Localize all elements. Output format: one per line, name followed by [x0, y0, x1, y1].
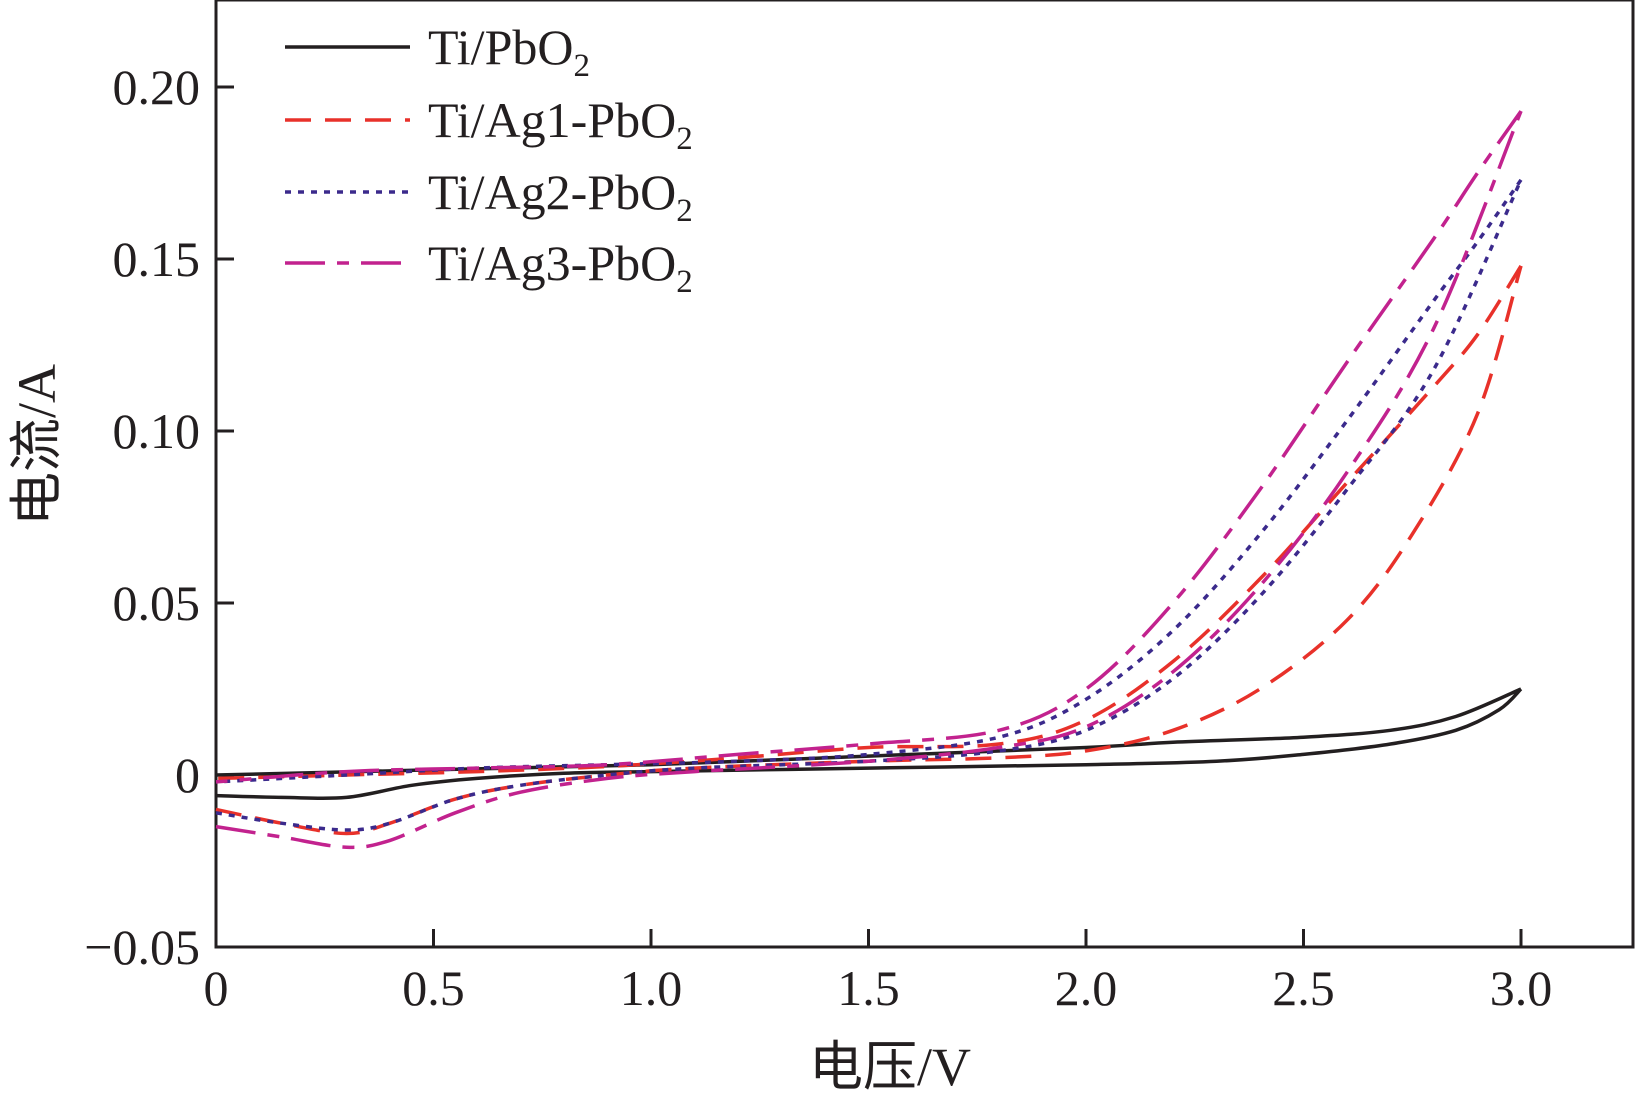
- x-tick-label: 1.5: [837, 960, 900, 1016]
- series-layer: [215, 110, 1523, 850]
- series-3-reverse-line: [215, 178, 1523, 784]
- y-tick-label: 0.20: [113, 59, 201, 115]
- x-tick-label: 0: [204, 960, 229, 1016]
- series-4-forward-line: [215, 110, 1523, 850]
- legend-label-2: Ti/Ag1-PbO2: [428, 92, 693, 157]
- legend-subscript: 2: [573, 48, 590, 84]
- x-tick-label: 3.0: [1490, 960, 1553, 1016]
- x-axis-label: 电压/V: [809, 1037, 971, 1097]
- x-axis-ticks: 0 0.5 1.0 1.5 2.0 2.5 3.0: [204, 929, 1553, 1016]
- legend-subscript: 2: [676, 121, 693, 157]
- y-axis-label: 电流/A: [7, 364, 67, 526]
- y-tick-label: 0.10: [113, 403, 201, 459]
- x-tick-label: 2.5: [1272, 960, 1335, 1016]
- legend-label-3: Ti/Ag2-PbO2: [428, 164, 693, 229]
- y-axis-ticks: −0.05 0 0.05 0.10 0.15 0.20: [84, 59, 234, 975]
- series-1-forward-line: [215, 687, 1523, 801]
- y-tick-label: 0.05: [113, 575, 201, 631]
- y-tick-label: 0.15: [113, 231, 201, 287]
- series-1-reverse-line: [215, 687, 1522, 777]
- x-tick-label: 0.5: [402, 960, 465, 1016]
- series-4-reverse-line: [215, 110, 1523, 784]
- series-2-reverse-line: [215, 264, 1523, 781]
- x-tick-label: 2.0: [1055, 960, 1118, 1016]
- legend-subscript: 2: [676, 193, 693, 229]
- plot-frame: [214, 0, 1635, 949]
- y-tick-label: −0.05: [84, 919, 200, 975]
- series-2-forward-line: [215, 265, 1523, 836]
- y-tick-label: 0: [175, 747, 200, 803]
- legend-label-1: Ti/PbO2: [428, 19, 590, 84]
- legend-label-4: Ti/Ag3-PbO2: [428, 235, 693, 300]
- x-tick-label: 1.0: [620, 960, 683, 1016]
- legend-subscript: 2: [676, 264, 693, 300]
